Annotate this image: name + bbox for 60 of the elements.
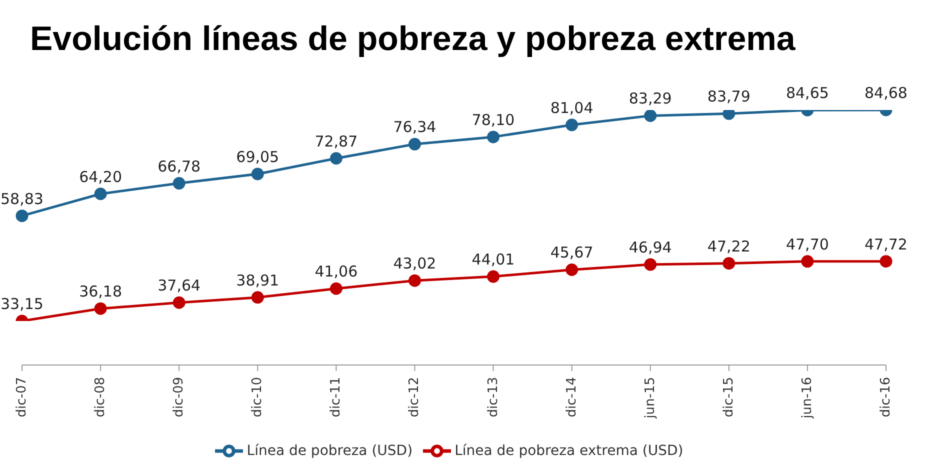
x-tick-label: dic-12 <box>407 377 422 418</box>
point <box>408 274 421 287</box>
x-tick-label: dic-14 <box>564 377 580 418</box>
data-label: 47,22 <box>707 237 750 256</box>
data-label: 38,91 <box>236 271 280 290</box>
data-label: 83,79 <box>707 88 750 106</box>
data-label: 37,64 <box>158 276 201 295</box>
data-label: 84,65 <box>786 84 829 102</box>
data-label: 45,67 <box>550 244 594 262</box>
x-tick-label: dic-08 <box>93 377 108 418</box>
data-label: 81,04 <box>550 98 594 117</box>
x-tick-label: dic-09 <box>172 377 187 418</box>
point <box>251 168 264 180</box>
point <box>16 210 28 222</box>
point <box>644 258 657 271</box>
data-label: 69,05 <box>236 148 280 166</box>
data-label: 78,10 <box>472 110 515 129</box>
x-tick-label: dic-07 <box>14 377 30 418</box>
point <box>487 270 500 283</box>
data-label: 76,34 <box>393 118 436 136</box>
point <box>566 118 578 132</box>
data-label: 47,72 <box>864 235 908 254</box>
legend-label: Línea de pobreza extrema (USD) <box>454 442 684 459</box>
chart-title: Evolución líneas de pobreza y pobreza extrema <box>30 20 796 59</box>
point <box>566 263 578 276</box>
point <box>408 138 421 150</box>
point <box>801 255 814 268</box>
point <box>251 291 264 304</box>
x-tick-label: dic-15 <box>721 377 736 418</box>
x-tick-label: dic-10 <box>250 377 266 418</box>
data-label: 72,87 <box>314 132 358 150</box>
point <box>94 302 107 315</box>
legend-label: Línea de pobreza (USD) <box>246 442 413 459</box>
point <box>94 188 107 200</box>
x-tick-label: dic-11 <box>328 377 344 418</box>
point <box>330 282 342 295</box>
data-label: 66,78 <box>158 157 201 176</box>
data-label: 46,94 <box>628 238 672 257</box>
point <box>330 152 342 165</box>
data-label: 64,20 <box>79 168 122 186</box>
data-label: 43,02 <box>393 254 436 273</box>
point <box>487 130 500 144</box>
data-label: 41,06 <box>314 262 358 281</box>
point <box>644 110 657 122</box>
data-label: 58,83 <box>0 190 44 208</box>
data-label: 84,68 <box>864 84 908 102</box>
data-label: 36,18 <box>79 282 122 301</box>
x-tick-label: jun-16 <box>800 377 815 420</box>
data-label: 33,15 <box>0 295 44 313</box>
data-label: 44,01 <box>472 250 515 269</box>
data-label: 47,70 <box>786 235 829 254</box>
point <box>172 296 186 309</box>
x-tick-label: dic-16 <box>878 377 894 418</box>
point <box>880 255 892 268</box>
point <box>722 110 736 120</box>
x-tick-label: dic-13 <box>486 377 501 418</box>
data-label: 83,29 <box>628 90 672 108</box>
x-tick-label: jun-15 <box>642 377 658 420</box>
point <box>722 257 736 270</box>
point <box>172 177 186 190</box>
